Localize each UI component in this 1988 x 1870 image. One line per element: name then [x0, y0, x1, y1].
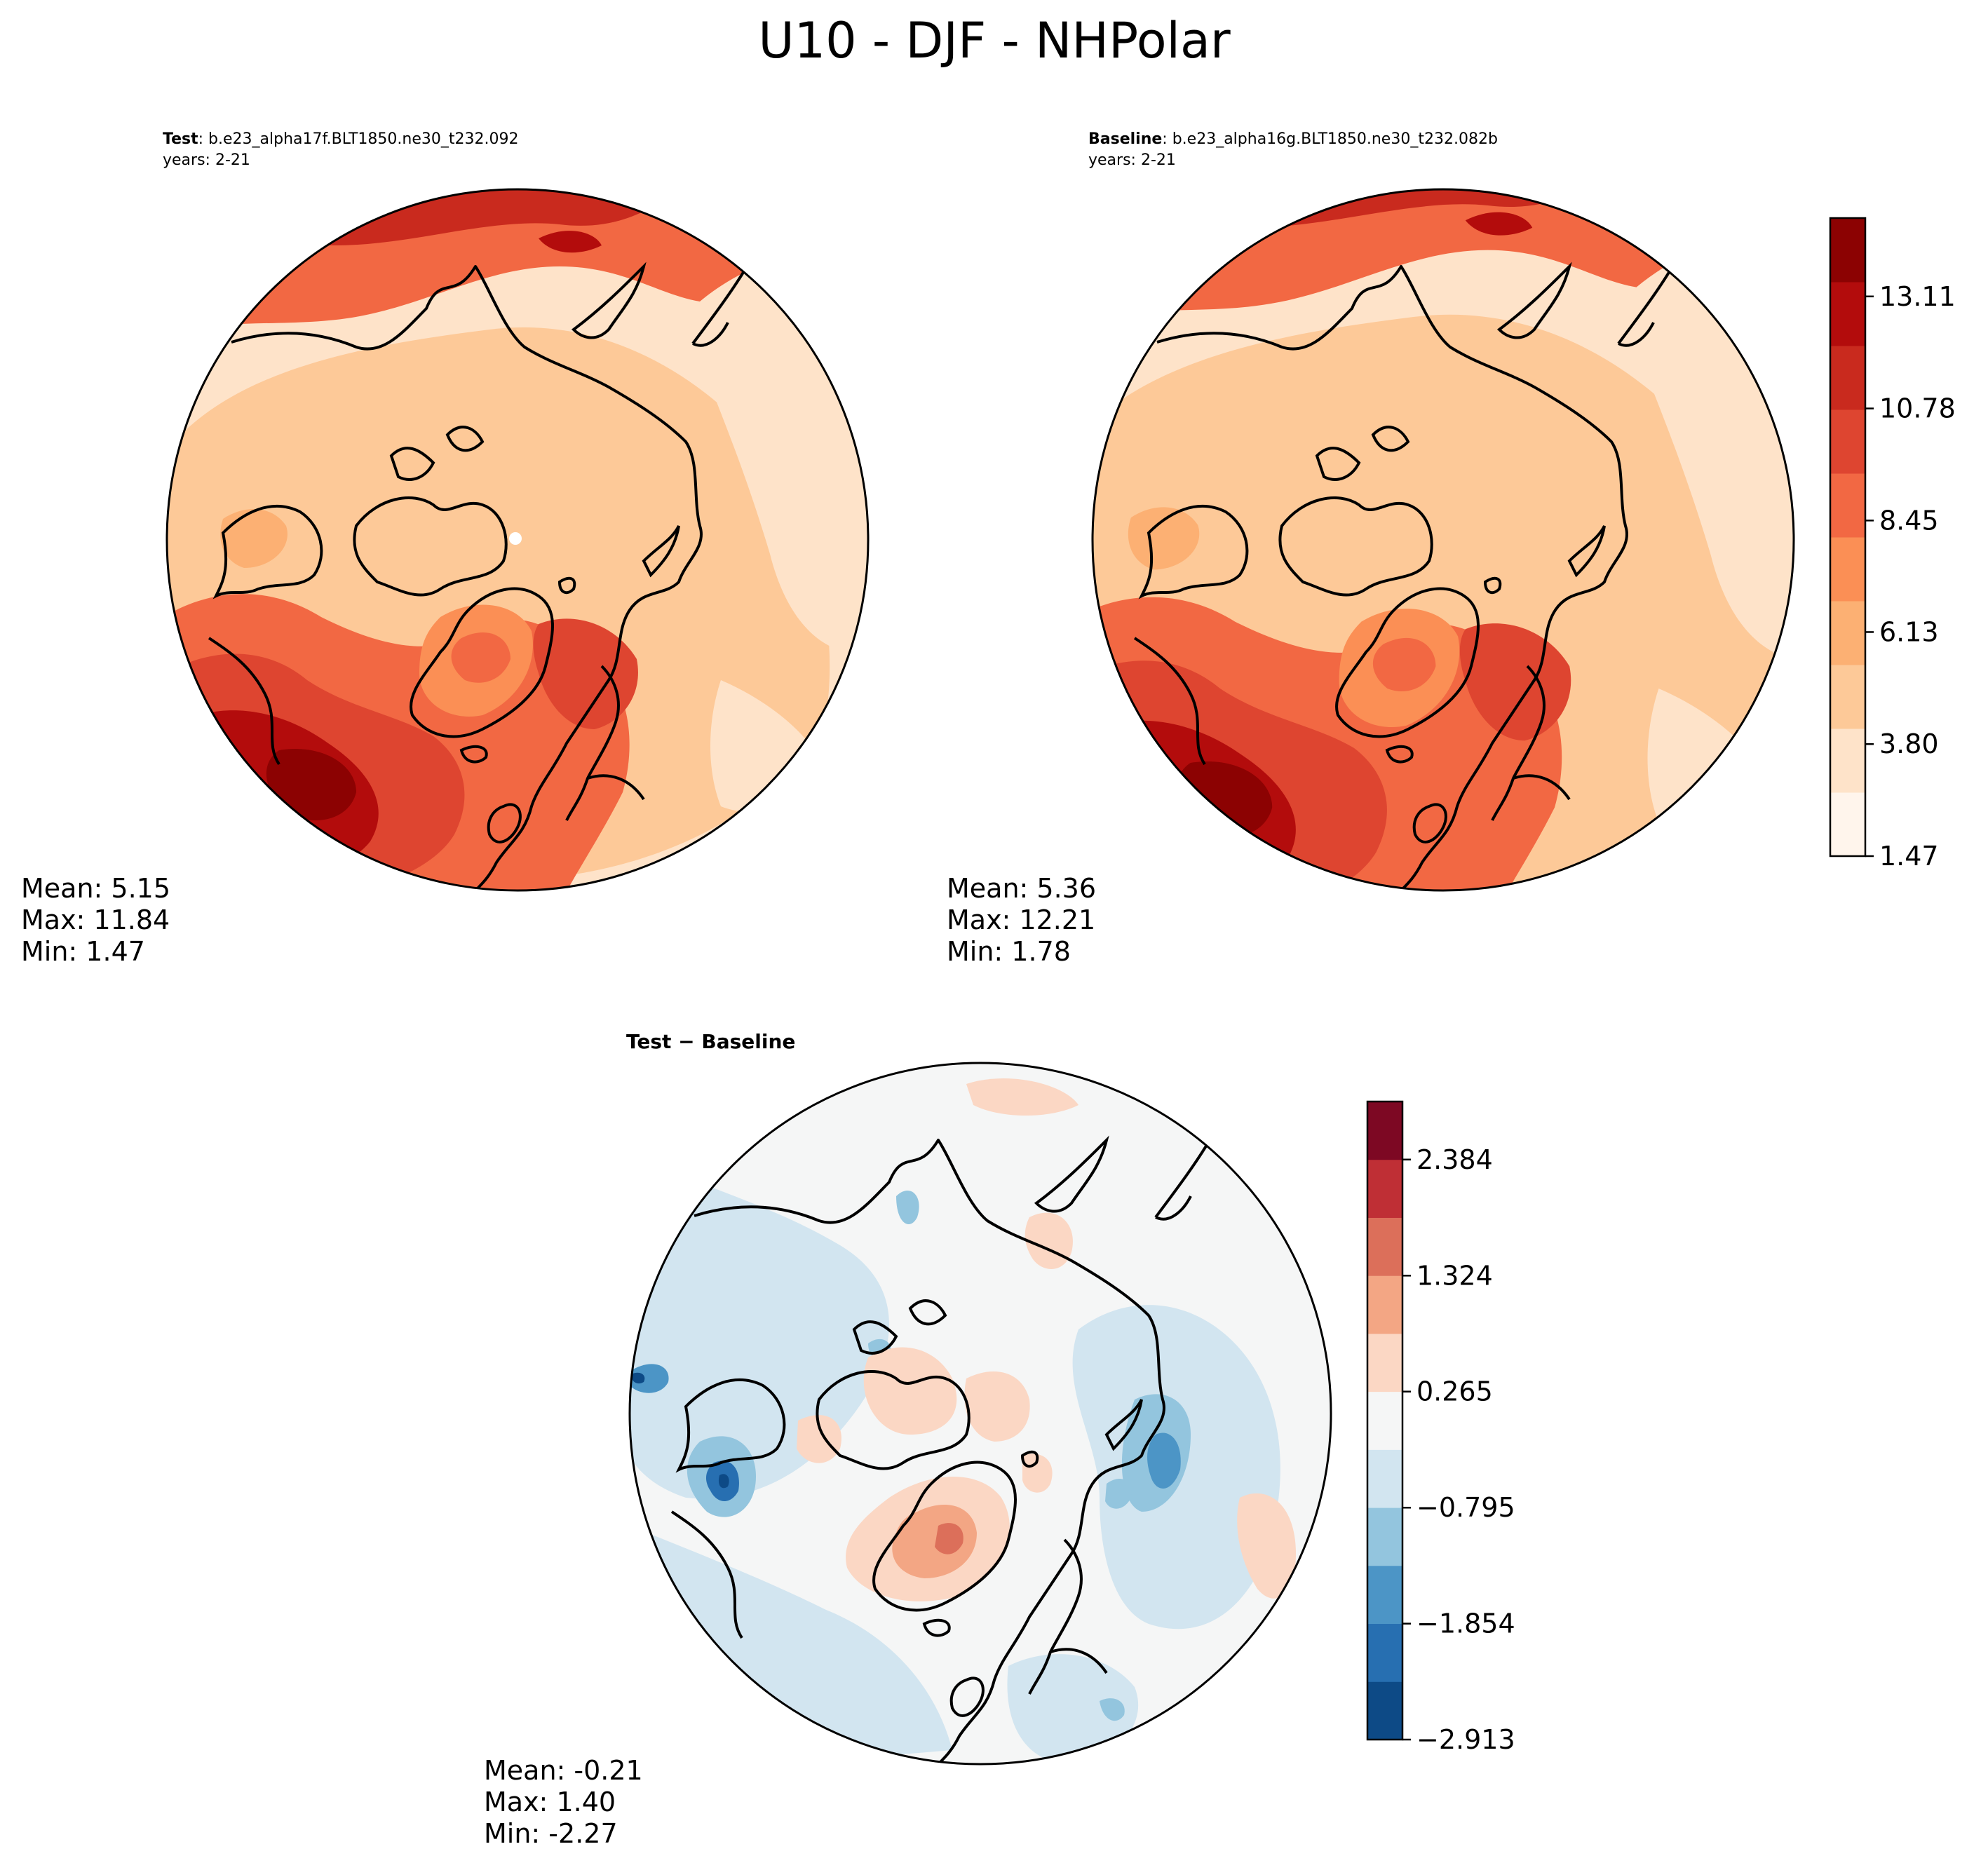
colorbar-segment — [1367, 1623, 1402, 1682]
colorbar-tick-label: 10.78 — [1879, 393, 1956, 424]
colorbar-segment — [1830, 218, 1865, 283]
contour-region — [892, 1505, 977, 1578]
colorbar-frame — [1366, 1100, 1404, 1741]
panel-test-map-border — [165, 188, 870, 892]
colorbar-segment — [1367, 1391, 1402, 1450]
colorbar-sequential: 13.11 10.78 8.45 6.13 3.80 1.47 — [1829, 217, 1956, 872]
colorbar-segment — [1830, 537, 1865, 602]
panel-test-title-bold: Test — [163, 130, 198, 148]
contour-region — [1372, 637, 1436, 691]
colorbar-frame — [1829, 217, 1867, 858]
colorbar-tick-label: 1.47 — [1879, 841, 1939, 872]
colorbar-segment — [1367, 1565, 1402, 1625]
colorbar-tick-label: 6.13 — [1879, 616, 1939, 647]
contour-region — [966, 1078, 1078, 1116]
contour-region — [1105, 1478, 1132, 1509]
contour-region — [1100, 1698, 1125, 1721]
colorbar-segment — [1830, 473, 1865, 538]
panel-test-mean: Mean: 5.15 — [21, 873, 170, 904]
colorbar-segment — [1367, 1159, 1402, 1218]
colorbar-segment — [1367, 1217, 1402, 1276]
contour-region — [1465, 212, 1533, 236]
contour-region — [1147, 1432, 1181, 1489]
panel-test-title-case: : b.e23_alpha17f.BLT1850.ne30_t232.092 — [198, 130, 519, 148]
panel-test-map — [167, 189, 868, 890]
panel-baseline-map-border — [1091, 188, 1795, 892]
panel-difference: Test − Baseline Mean: -0.21 Max: 1.40 Mi… — [484, 1030, 1515, 1849]
colorbar-diverging: 2.384 1.324 0.265 −0.795 −1.854 −2.913 — [1366, 1100, 1515, 1755]
panel-test-max: Max: 11.84 — [21, 904, 170, 935]
panel-difference-map-border — [628, 1062, 1332, 1766]
panel-test-subtitle: years: 2-21 — [163, 151, 250, 169]
contour-region — [630, 1147, 889, 1499]
colorbar-segment — [1830, 729, 1865, 793]
colorbar-tick-label: 13.11 — [1879, 281, 1956, 312]
colorbar-segment — [1367, 1507, 1402, 1566]
colorbar-segment — [1830, 792, 1865, 857]
colorbar-segment — [1367, 1333, 1402, 1393]
panel-baseline-title-case: : b.e23_alpha16g.BLT1850.ne30_t232.082b — [1162, 130, 1498, 148]
colorbar-tick-label: 0.265 — [1416, 1376, 1493, 1407]
contour-region — [1128, 507, 1200, 570]
contour-region — [451, 632, 510, 683]
colorbar-tick-label: 8.45 — [1879, 505, 1939, 536]
panel-test-min: Min: 1.47 — [21, 936, 145, 967]
colorbar-tick-label: −0.795 — [1416, 1492, 1515, 1523]
colorbar-segment — [1367, 1275, 1402, 1334]
colorbar-tick-label: 1.324 — [1416, 1260, 1493, 1291]
contour-region — [896, 1190, 919, 1224]
panel-baseline-mean: Mean: 5.36 — [947, 873, 1096, 904]
colorbar-segment — [1830, 282, 1865, 346]
panel-baseline-title-bold: Baseline — [1088, 130, 1162, 148]
colorbar-segment — [1830, 346, 1865, 410]
panel-difference-max: Max: 1.40 — [484, 1787, 616, 1817]
panel-difference-map — [630, 1063, 1331, 1764]
colorbar-tick-label: −1.854 — [1416, 1608, 1515, 1639]
colorbar-segment — [1830, 665, 1865, 729]
contour-region — [797, 1415, 841, 1463]
colorbar-tick-label: 2.384 — [1416, 1144, 1493, 1175]
panel-difference-mean: Mean: -0.21 — [484, 1755, 643, 1786]
colorbar-segment — [1367, 1681, 1402, 1740]
panel-baseline-min: Min: 1.78 — [947, 936, 1071, 967]
colorbar-segment — [1830, 601, 1865, 665]
colorbar-tick-label: −2.913 — [1416, 1724, 1515, 1755]
contour-region — [631, 1372, 645, 1384]
contour-region — [266, 749, 356, 820]
pole-hole — [509, 532, 522, 545]
panel-baseline-title: Baseline: b.e23_alpha16g.BLT1850.ne30_t2… — [1088, 130, 1498, 148]
panel-test-title: Test: b.e23_alpha17f.BLT1850.ne30_t232.0… — [163, 130, 518, 148]
contour-region — [1237, 1493, 1296, 1599]
contour-region — [1022, 1454, 1053, 1493]
panel-baseline-map — [1093, 189, 1794, 890]
colorbar-segment — [1830, 409, 1865, 474]
panel-difference-min: Min: -2.27 — [484, 1818, 618, 1849]
contour-region — [935, 1523, 963, 1554]
contour-region — [533, 618, 638, 729]
contour-region — [1007, 1654, 1139, 1764]
panel-baseline-subtitle: years: 2-21 — [1088, 151, 1176, 169]
panel-difference-title: Test − Baseline — [626, 1030, 795, 1053]
contour-region — [630, 1364, 669, 1393]
contour-region — [539, 231, 602, 253]
contour-region — [964, 1371, 1030, 1442]
colorbar-tick-label: 3.80 — [1879, 729, 1939, 759]
panel-test: Test: b.e23_alpha17f.BLT1850.ne30_t232.0… — [21, 130, 870, 967]
colorbar-segment — [1367, 1449, 1402, 1508]
contour-region — [718, 1474, 729, 1489]
figure-title: U10 - DJF - NHPolar — [758, 12, 1231, 69]
panel-baseline: Baseline: b.e23_alpha16g.BLT1850.ne30_t2… — [947, 130, 1956, 967]
contour-region — [679, 307, 860, 652]
contour-region — [863, 1347, 957, 1435]
contour-region — [220, 509, 288, 568]
colorbar-segment — [1367, 1102, 1402, 1160]
panel-baseline-max: Max: 12.21 — [947, 904, 1095, 935]
